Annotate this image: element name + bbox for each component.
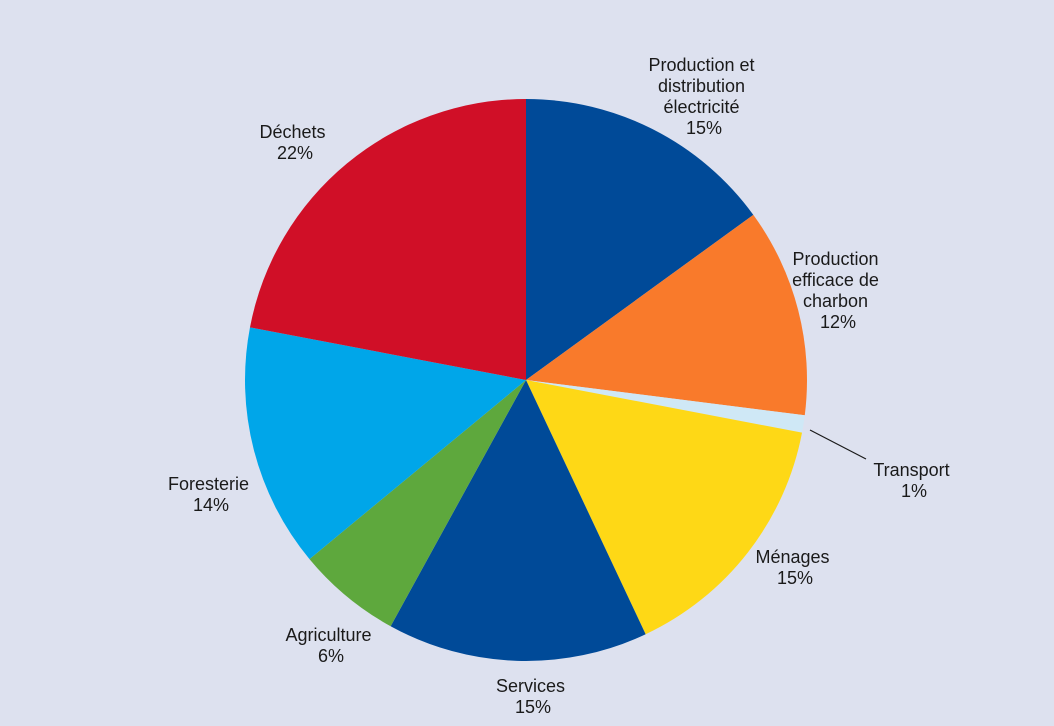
label-foresterie: Foresterie 14% [168,474,254,515]
pie-slice-0 [526,99,754,380]
label-dechets: Déchets 22% [259,122,330,163]
label-production-charbon: Production efficace de charbon 12% [792,249,884,332]
label-production-distribution: Production et distribution électricité 1… [648,55,759,138]
pie-labels: Production et distribution électricité 1… [168,55,954,717]
label-menages: Ménages 15% [755,547,834,588]
label-transport: Transport 1% [873,460,954,501]
pie-slice-3 [526,380,803,635]
pie-slice-4 [390,380,646,661]
label-services: Services 15% [496,676,570,717]
transport-leader-line [809,429,867,460]
pie-slice-1 [526,214,807,416]
label-agriculture: Agriculture 6% [285,625,376,666]
pie-slice-7 [249,99,527,380]
pie-slice-5 [309,380,526,627]
pie-slice-2 [526,380,805,433]
pie-slice-6 [245,327,526,560]
pie-slices [245,99,807,661]
